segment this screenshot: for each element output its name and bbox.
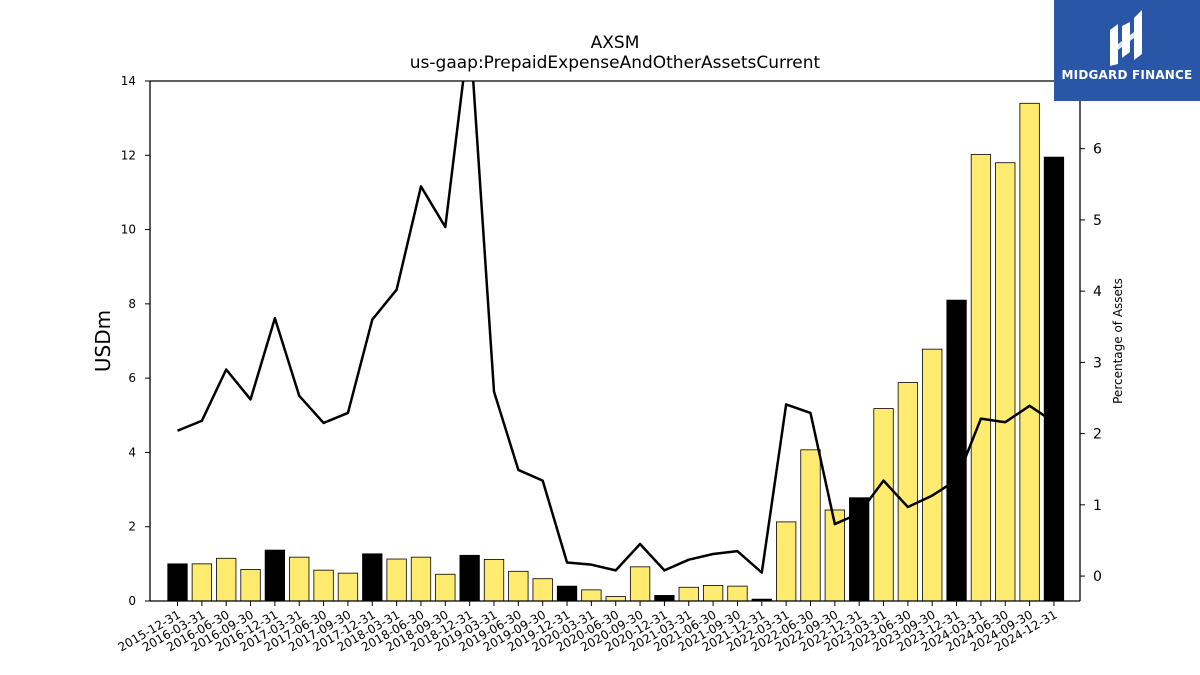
bar-series [167,102,1065,602]
bar-2018-12-31 [459,554,480,602]
y2-tick-label: 2 [1093,427,1102,443]
bar-2017-09-30 [337,572,359,602]
y-tick-label: 0 [128,594,136,608]
y2-tick-label: 6 [1093,142,1102,158]
y2-tick-label: 1 [1093,498,1102,514]
y-tick-label: 2 [128,520,136,534]
bar-2016-03-31 [191,563,212,602]
y-tick-label: 14 [121,74,136,88]
y-tick-label: 12 [121,148,136,162]
bar-2017-12-31 [362,553,383,602]
bar-2018-03-31 [386,558,407,602]
y-axis-label: USDm [91,310,115,372]
y-tick-label: 4 [128,445,136,459]
x-axis: 2015-12-312016-03-312016-06-302016-09-30… [116,601,1059,654]
y2-axis-label: Percentage of Assets [1111,278,1125,404]
bar-2024-03-31 [970,154,992,602]
bar-2019-03-31 [483,559,505,602]
bar-2022-06-30 [800,449,821,602]
bar-2018-06-30 [410,556,432,602]
bar-2024-09-30 [1019,102,1040,602]
bar-2019-09-30 [532,578,553,602]
bar-2016-09-30 [240,569,261,602]
y-tick-label: 8 [128,297,136,311]
bar-2020-12-31 [654,595,675,602]
chart-title: AXSM [591,33,640,53]
bar-2016-06-30 [216,557,237,602]
y2-tick-label: 5 [1093,213,1102,229]
bar-2021-06-30 [702,585,724,602]
brand-logo: MIDGARD FINANCE [1054,0,1200,101]
bar-2023-12-31 [946,299,967,602]
bar-2019-12-31 [556,585,578,602]
bar-2022-03-31 [776,521,797,602]
bar-2023-09-30 [922,348,943,602]
y2-tick-label: 3 [1093,355,1102,371]
percentage-line [177,81,1055,574]
bar-2024-06-30 [995,162,1016,602]
y-axis-left: 0 2 4 6 8 10 12 14 [121,74,150,608]
y-axis-right: 0 1 2 3 4 5 6 [1080,142,1102,585]
bar-2020-06-30 [605,596,626,602]
bar-2018-09-30 [435,573,456,602]
plot-frame [149,80,1081,602]
bar-2023-03-31 [873,408,894,602]
bar-2024-12-31 [1043,156,1065,602]
y2-tick-label: 0 [1093,569,1102,585]
y2-tick-label: 4 [1093,284,1102,300]
y-tick-label: 6 [128,371,136,385]
bar-2019-06-30 [508,570,529,602]
bar-2015-12-31 [167,563,188,602]
bar-2021-09-30 [727,585,748,602]
bar-2023-06-30 [897,382,919,602]
chart-subtitle: us-gaap:PrepaidExpenseAndOtherAssetsCurr… [410,53,821,73]
bar-2017-06-30 [313,569,334,602]
bar-2020-03-31 [581,589,602,602]
bar-2021-03-31 [678,586,699,602]
y-tick-label: 10 [121,223,136,237]
logo-text: MIDGARD FINANCE [1061,68,1193,82]
line-series [177,81,1055,574]
bar-2017-03-31 [289,556,310,602]
bar-2020-09-30 [629,566,651,602]
logo-mark-icon [1110,10,1142,66]
bar-2016-12-31 [264,549,286,602]
